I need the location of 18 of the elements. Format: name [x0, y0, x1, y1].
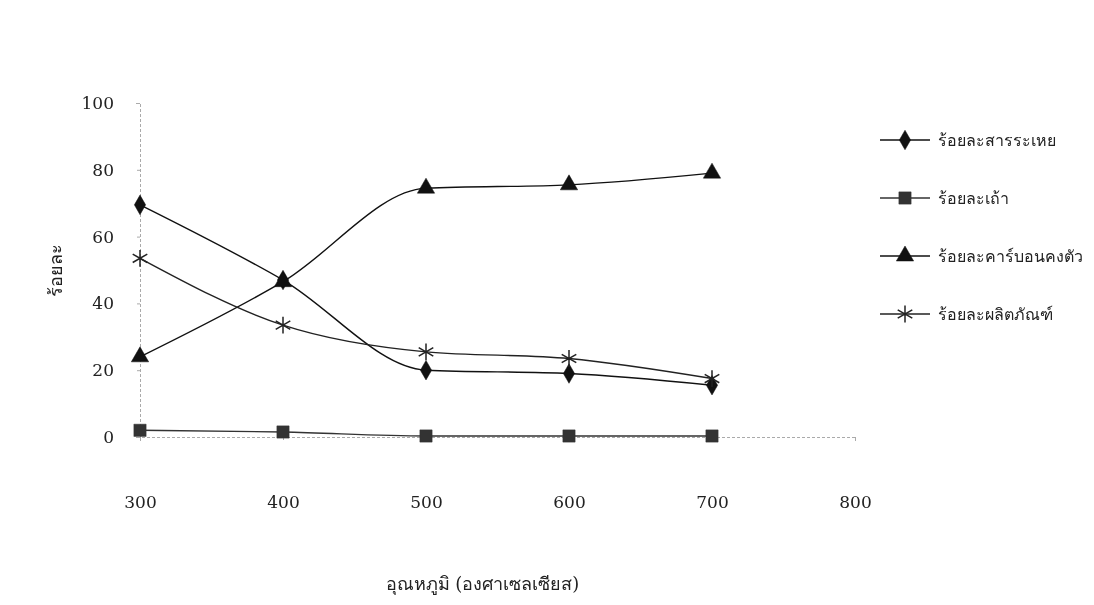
- legend-label: ร้อยละคาร์บอนคงตัว: [938, 247, 1083, 266]
- y-tick-label: 20: [92, 360, 114, 381]
- y-tick-label: 80: [92, 159, 114, 180]
- legend-label: ร้อยละเถ้า: [938, 189, 1009, 208]
- x-tick-label: 800: [839, 492, 872, 513]
- x-tick-label: 400: [267, 492, 300, 513]
- y-tick-label: 40: [92, 293, 114, 314]
- y-tick-label: 0: [103, 426, 114, 447]
- x-axis-title: อุณหภูมิ (องศาเซลเซียส): [385, 573, 580, 595]
- x-tick-label: 300: [124, 492, 157, 513]
- y-axis-title: ร้อยละ: [45, 243, 66, 297]
- legend-label: ร้อยละผลิตภัณฑ์: [938, 305, 1053, 324]
- y-tick-label: 60: [92, 226, 114, 247]
- x-tick-label: 600: [553, 492, 586, 513]
- x-tick-label: 500: [410, 492, 443, 513]
- y-tick-label: 100: [81, 92, 114, 113]
- x-tick-label: 700: [696, 492, 729, 513]
- legend-label: ร้อยละสารระเหย: [938, 131, 1056, 150]
